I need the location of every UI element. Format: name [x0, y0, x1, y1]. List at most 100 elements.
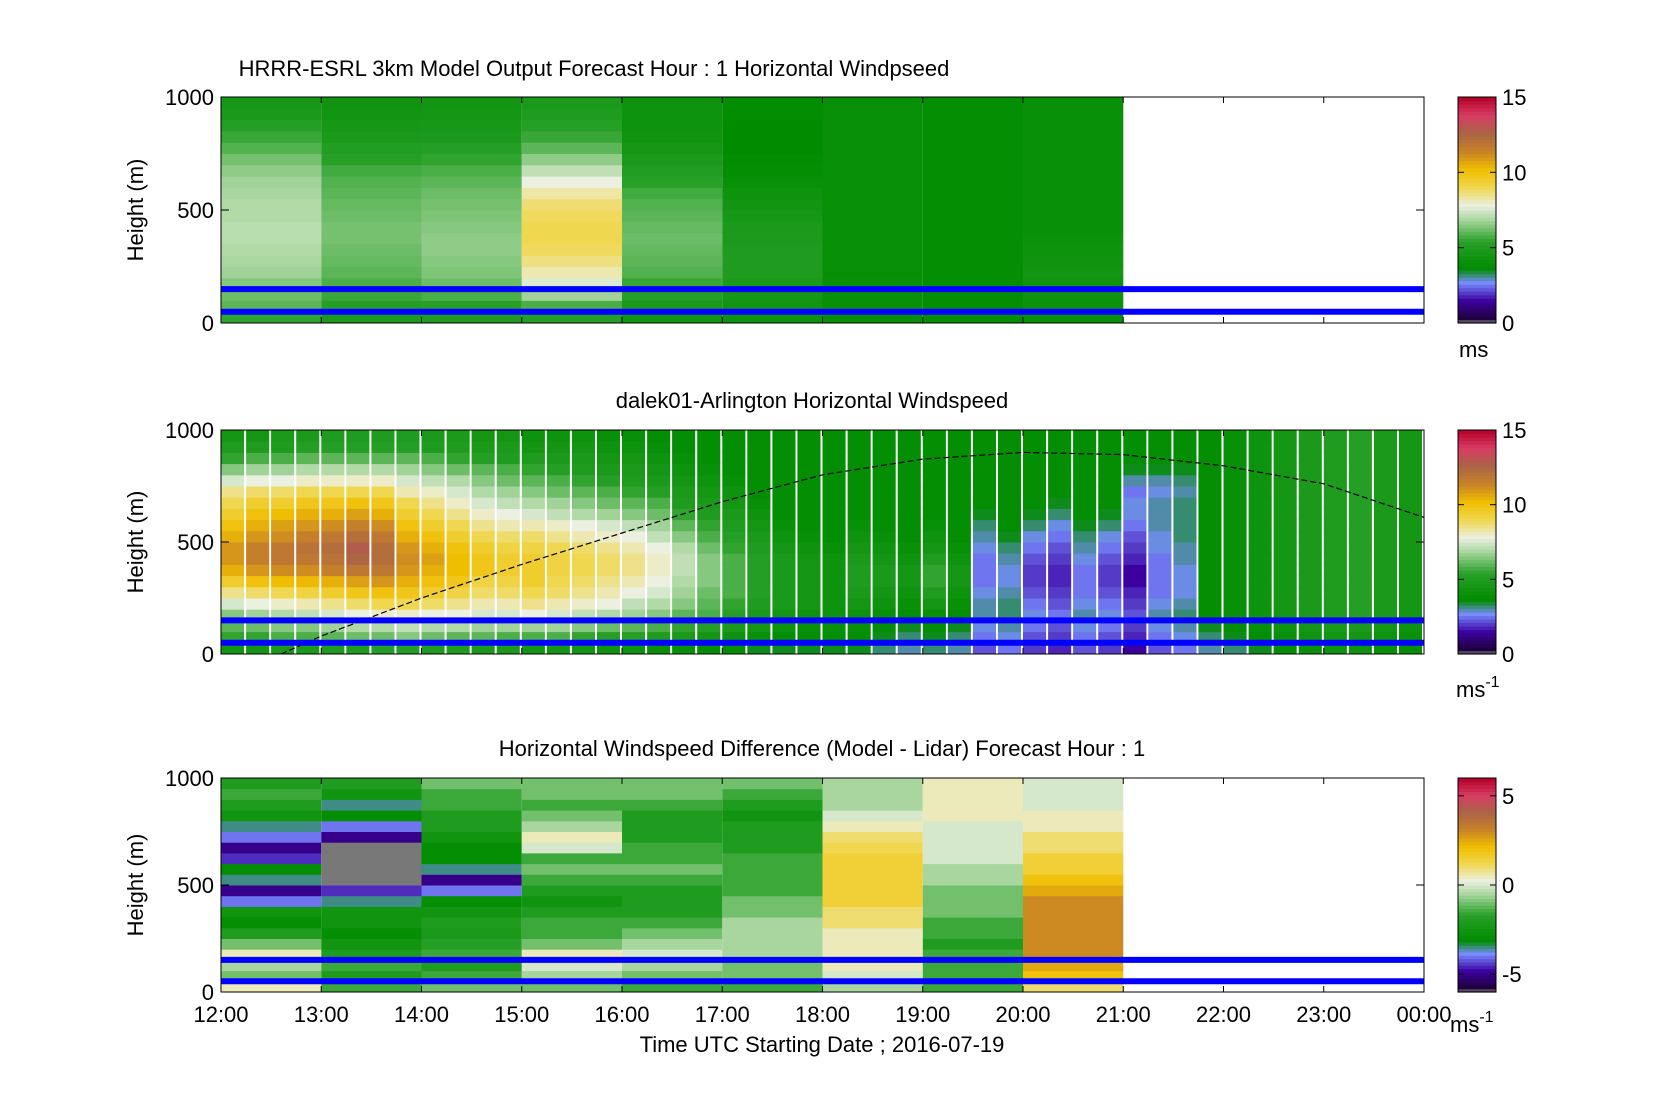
heatmap-cell [922, 519, 946, 532]
colorbar-swatch [1458, 192, 1496, 197]
heatmap-cell [1398, 586, 1422, 599]
heatmap-cell [622, 198, 723, 211]
heatmap-cell [246, 452, 270, 465]
heatmap-cell [922, 474, 946, 487]
heatmap-cell [521, 452, 545, 465]
heatmap-cell [922, 289, 1024, 301]
heatmap-cell [471, 474, 495, 487]
heatmap-cell [571, 631, 595, 644]
colorbar-swatch [1458, 563, 1496, 568]
heatmap-cell [922, 564, 946, 577]
heatmap-cell [1023, 508, 1047, 521]
heatmap-cell [1223, 430, 1247, 442]
heatmap-cell [922, 553, 946, 565]
heatmap-cell [1373, 564, 1397, 577]
heatmap-cell [1048, 441, 1072, 453]
heatmap-cell [622, 874, 723, 886]
heatmap-cell [521, 642, 545, 655]
heatmap-cell [822, 917, 923, 929]
heatmap-cell [596, 609, 620, 621]
heatmap-cell [1048, 508, 1072, 521]
heatmap-cell [1073, 542, 1097, 554]
colorbar-swatch [1458, 965, 1496, 970]
heatmap-cell [221, 430, 245, 442]
heatmap-cell [672, 553, 696, 565]
heatmap-cell [571, 474, 595, 487]
heatmap-cell [647, 598, 671, 610]
heatmap-cell [972, 474, 996, 487]
colorbar-swatch [1458, 128, 1496, 133]
colorbar-swatch [1458, 107, 1496, 112]
heatmap-cell [371, 497, 395, 509]
heatmap-cell [296, 598, 320, 610]
heatmap-cell [221, 142, 322, 154]
heatmap-cell [1198, 609, 1222, 621]
heatmap-cell [421, 788, 522, 800]
heatmap-cell [346, 598, 370, 610]
heatmap-cell [371, 586, 395, 599]
colorbar-swatch [1458, 580, 1496, 585]
heatmap-cell [897, 463, 921, 476]
heatmap-cell [1098, 441, 1122, 453]
heatmap-cell [1073, 486, 1097, 498]
heatmap-cell [1173, 463, 1197, 476]
heatmap-cell [1023, 885, 1124, 897]
heatmap-cell [1273, 530, 1297, 543]
heatmap-cell [246, 631, 270, 644]
heatmap-cell [1023, 575, 1047, 588]
heatmap-cell [1323, 542, 1347, 554]
heatmap-cell [396, 542, 420, 554]
heatmap-cell [521, 463, 545, 476]
heatmap-cell [1298, 441, 1322, 453]
heatmap-cell [371, 542, 395, 554]
heatmap-cell [722, 981, 823, 993]
heatmap-cell [521, 949, 623, 961]
heatmap-cell [1223, 620, 1247, 633]
heatmap-cell [622, 981, 723, 993]
heatmap-cell [647, 430, 671, 442]
heatmap-cell [271, 609, 295, 621]
heatmap-cell [972, 586, 996, 599]
heatmap-cell [772, 598, 796, 610]
heatmap-cell [1198, 564, 1222, 577]
heatmap-cell [296, 642, 320, 655]
heatmap-cell [822, 130, 923, 143]
heatmap-cell [872, 564, 896, 577]
heatmap-cell [1073, 530, 1097, 543]
heatmap-cell [221, 311, 322, 324]
heatmap-cell [521, 586, 545, 599]
heatmap-cell [922, 620, 946, 633]
colorbar-swatch [1458, 507, 1496, 512]
heatmap-cell [1148, 631, 1172, 644]
heatmap-cell [421, 486, 445, 498]
heatmap-cell [571, 463, 595, 476]
heatmap-cell [471, 609, 495, 621]
heatmap-cell [1348, 519, 1372, 532]
heatmap-cell [1023, 255, 1124, 267]
heatmap-cell [1073, 642, 1097, 655]
heatmap-cell [1023, 564, 1047, 577]
heatmap-cell [797, 598, 821, 610]
heatmap-cell [1198, 586, 1222, 599]
colorbar-swatch [1458, 149, 1496, 155]
heatmap-cell [822, 210, 923, 222]
colorbar-swatch [1458, 921, 1496, 926]
heatmap-cell [221, 885, 322, 897]
heatmap-cell [697, 598, 721, 610]
colorbar-swatch [1458, 834, 1496, 839]
heatmap-cell [872, 609, 896, 621]
heatmap-cell [521, 917, 623, 929]
heatmap-cell [1023, 277, 1124, 290]
heatmap-cell [1348, 598, 1372, 610]
colorbar-swatch [1458, 461, 1496, 466]
heatmap-cell [1398, 609, 1422, 621]
colorbar-swatch [1458, 612, 1496, 617]
heatmap-cell [221, 874, 322, 886]
heatmap-cell [321, 788, 422, 800]
colorbar-swatch [1458, 287, 1496, 292]
heatmap-cell [446, 486, 470, 498]
heatmap-cell [847, 452, 871, 465]
heatmap-cell [647, 519, 671, 532]
heatmap-cell [622, 885, 723, 897]
heatmap-cell [346, 631, 370, 644]
